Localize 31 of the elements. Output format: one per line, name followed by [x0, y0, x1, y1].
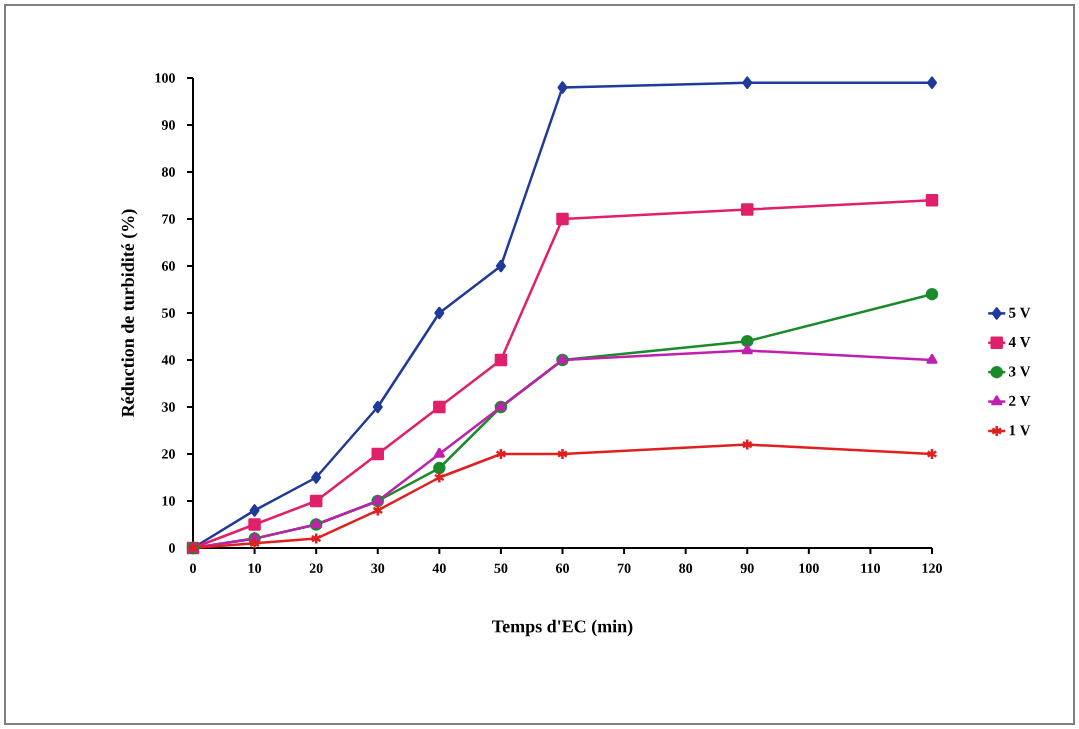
x-axis-title: Temps d'EC (min)	[492, 619, 633, 637]
y-tick-label: 70	[162, 214, 175, 224]
y-tick-label: 20	[162, 449, 175, 459]
legend-label: 4 V	[1008, 337, 1031, 348]
x-tick-label: 110	[861, 563, 880, 573]
x-tick-label: 0	[190, 563, 196, 573]
y-tick-label: 100	[155, 73, 175, 83]
y-axis-title: Réduction de turbidité (%)	[121, 209, 138, 417]
x-tick-label: 20	[309, 563, 323, 573]
y-tick-label: 40	[161, 355, 175, 365]
legend-label: 2 V	[1009, 395, 1031, 407]
y-tick-label: 80	[161, 167, 175, 177]
x-tick-label: 40	[432, 563, 446, 573]
x-tick-label: 90	[740, 563, 754, 573]
legend-label: 3 V	[1009, 366, 1031, 377]
x-tick-label: 70	[617, 563, 631, 573]
y-tick-label: 30	[162, 402, 175, 412]
y-tick-label: 90	[161, 120, 175, 130]
x-tick-label: 60	[555, 563, 569, 573]
x-tick-label: 120	[922, 563, 942, 573]
x-tick-label: 100	[799, 563, 819, 573]
legend-label: 1 V	[1009, 425, 1031, 436]
x-tick-label: 80	[679, 563, 693, 573]
x-tick-label: 10	[248, 563, 262, 573]
y-tick-label: 10	[162, 496, 175, 506]
y-tick-label: 50	[162, 308, 175, 318]
x-tick-label: 30	[371, 563, 385, 573]
legend-label: 5 V	[1009, 307, 1031, 318]
x-tick-label: 50	[494, 563, 508, 573]
y-tick-label: 0	[169, 543, 175, 553]
y-tick-label: 60	[161, 261, 175, 271]
